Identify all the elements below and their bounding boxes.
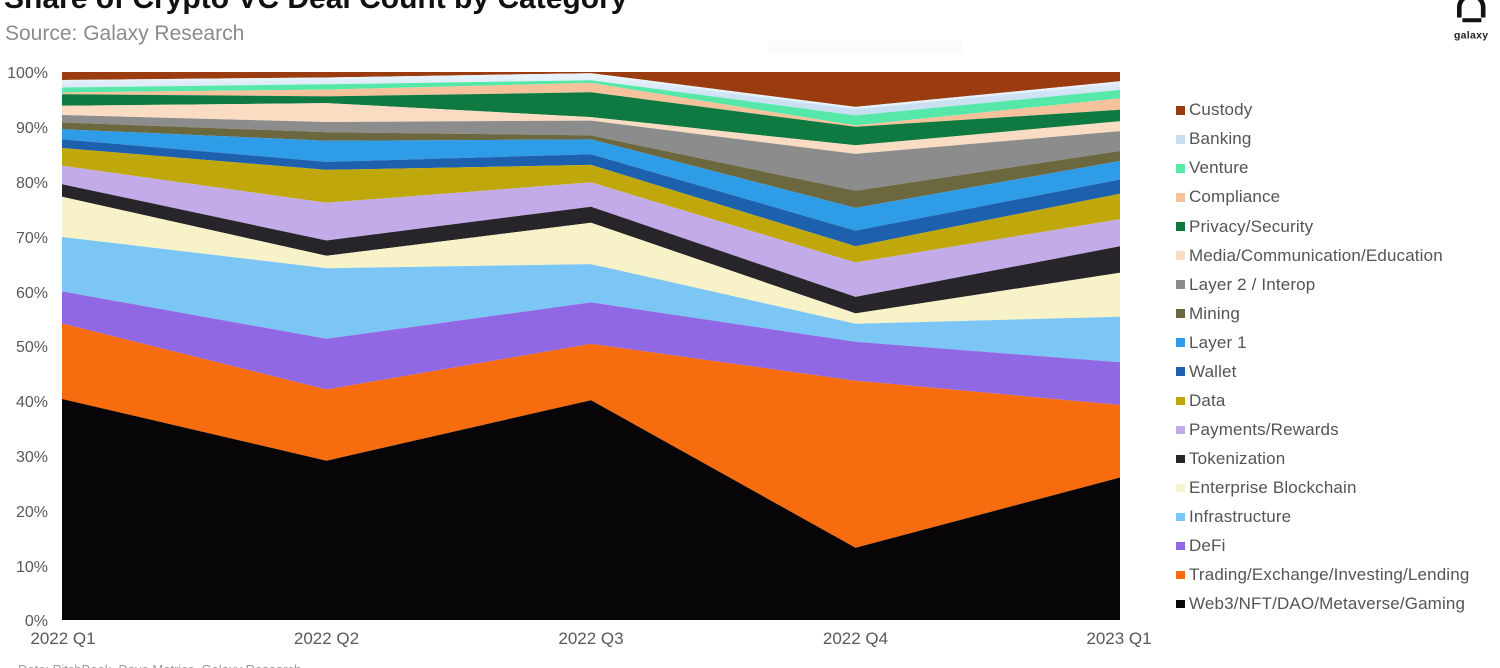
svg-text:galaxy: galaxy	[1454, 30, 1489, 42]
